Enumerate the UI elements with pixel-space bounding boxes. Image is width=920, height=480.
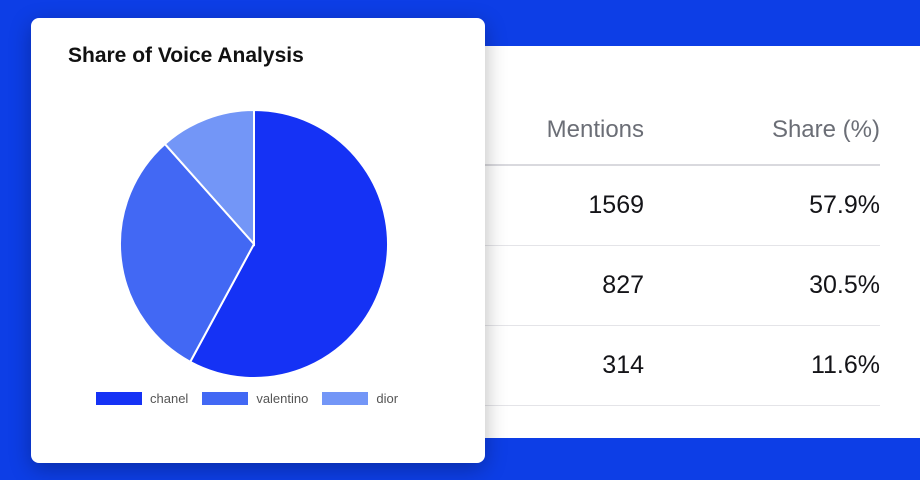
chart-legend: chanel valentino dior <box>96 391 412 406</box>
legend-swatch <box>96 392 142 405</box>
legend-label: dior <box>376 391 399 406</box>
table-row: 827 30.5% <box>480 246 880 326</box>
table-header-row: Mentions Share (%) <box>480 96 880 166</box>
pie-slice-dior[interactable] <box>163 108 255 247</box>
legend-item-chanel[interactable]: chanel <box>96 391 188 406</box>
legend-item-valentino[interactable]: valentino <box>202 391 308 406</box>
mentions-cell: 314 <box>602 351 645 379</box>
table-row: 314 11.6% <box>480 326 880 406</box>
share-cell: 30.5% <box>809 271 880 299</box>
column-header-mentions: Mentions <box>546 116 645 143</box>
data-table: Mentions Share (%) 1569 57.9% 827 30.5% … <box>480 96 880 406</box>
pie-slice-chanel[interactable] <box>188 108 389 379</box>
pie-chart <box>119 108 389 379</box>
pie-slice-valentino[interactable] <box>119 142 256 364</box>
legend-label: valentino <box>256 391 309 406</box>
share-cell: 57.9% <box>809 191 880 219</box>
mentions-cell: 827 <box>602 271 645 299</box>
column-header-share: Share (%) <box>771 116 880 143</box>
data-table-panel: Mentions Share (%) 1569 57.9% 827 30.5% … <box>440 46 920 438</box>
chart-title: Share of Voice Analysis <box>68 44 304 67</box>
table-row: 1569 57.9% <box>480 166 880 246</box>
mentions-cell: 1569 <box>588 191 645 219</box>
legend-label: chanel <box>150 391 189 406</box>
share-cell: 11.6% <box>810 351 880 379</box>
legend-swatch <box>322 392 369 405</box>
legend-swatch <box>202 392 249 405</box>
chart-card: Share of Voice Analysis chanel valentino d… <box>31 18 485 463</box>
legend-item-dior[interactable]: dior <box>322 391 398 406</box>
